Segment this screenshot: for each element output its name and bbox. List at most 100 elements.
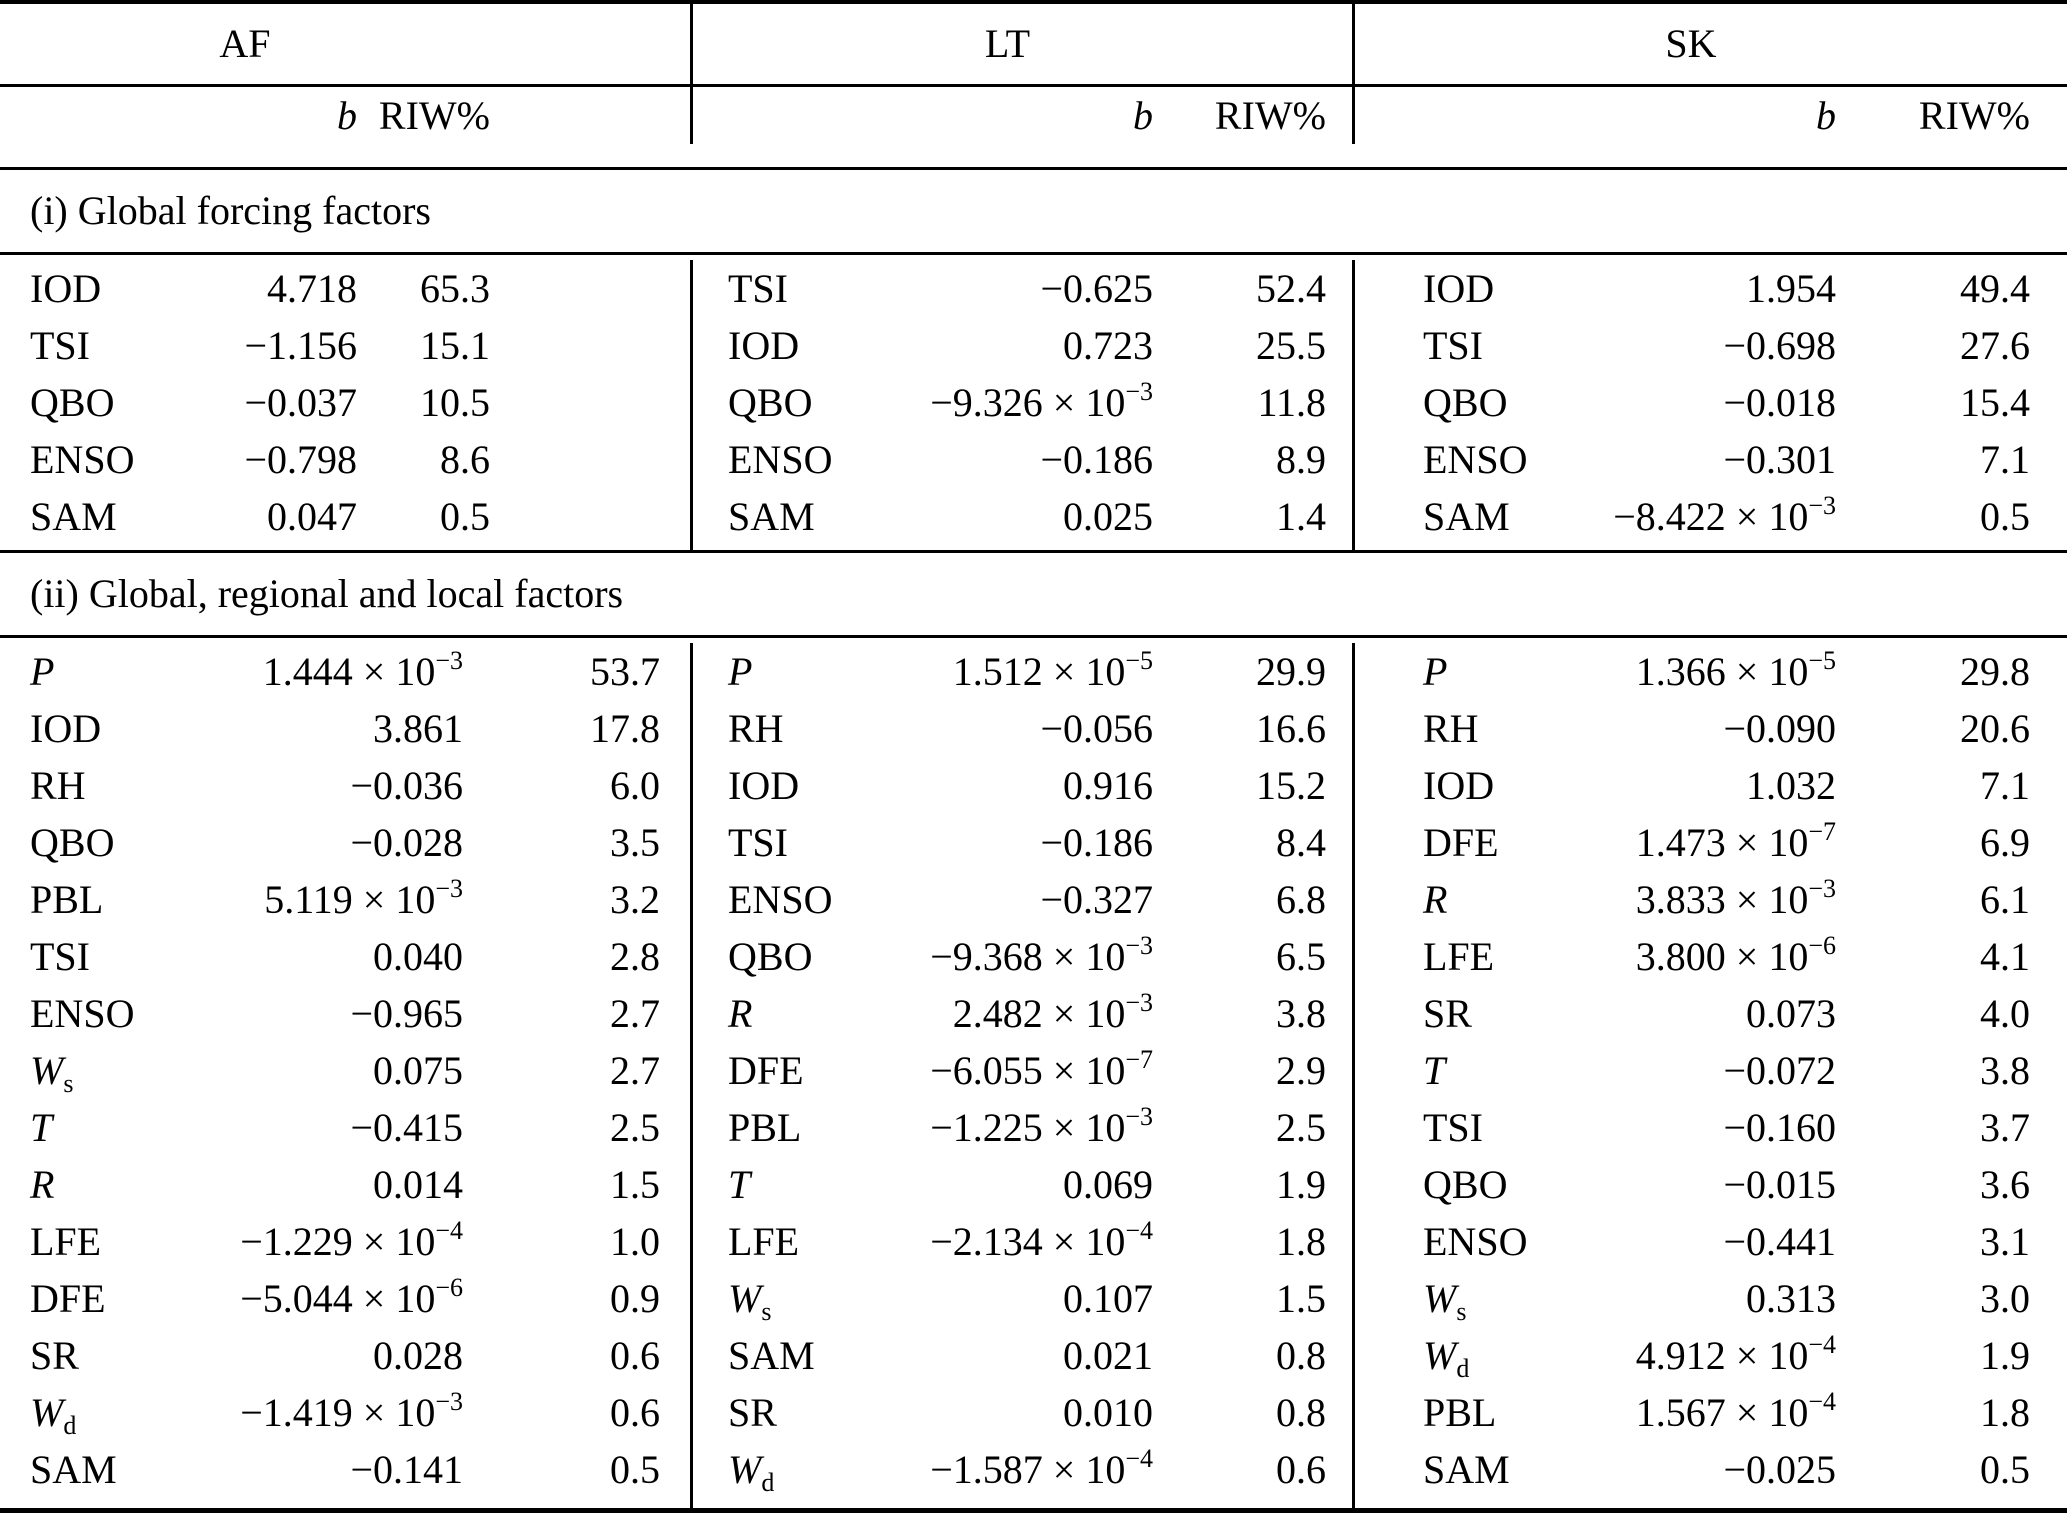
- factor-label: DFE: [728, 1048, 804, 1093]
- riw-value: 2.5: [610, 1105, 660, 1150]
- riw-value: 4.1: [1980, 934, 2030, 979]
- riw-value: 1.8: [1276, 1219, 1326, 1264]
- riw-value: 29.8: [1960, 649, 2030, 694]
- riw-value: 0.8: [1276, 1333, 1326, 1378]
- table-row: LFE 3.800 × 10−6 4.1: [1355, 928, 2067, 985]
- b-value: −0.018: [1723, 380, 1836, 425]
- factor-label: TSI: [30, 323, 90, 368]
- table-row: IOD 4.718 65.3: [0, 260, 690, 317]
- b-value: 0.069: [1063, 1162, 1153, 1207]
- b-value: 0.025: [1063, 494, 1153, 539]
- subheader-spacer: [1423, 87, 1535, 144]
- factor-label: SAM: [728, 1333, 815, 1378]
- b-value: 3.800 × 10−6: [1635, 931, 1836, 980]
- table-row: SAM −0.141 0.5: [0, 1441, 690, 1498]
- table-top-rule: [0, 0, 2067, 4]
- factor-label: SAM: [1423, 1447, 1510, 1492]
- riw-value: 3.8: [1980, 1048, 2030, 1093]
- table-row: TSI −0.698 27.6: [1355, 317, 2067, 374]
- table-row: Ws 0.107 1.5: [693, 1270, 1352, 1327]
- factor-label: Ws: [728, 1276, 772, 1326]
- riw-value: 15.2: [1256, 763, 1326, 808]
- table-rule: [0, 84, 2067, 87]
- table-row: DFE −6.055 × 10−7 2.9: [693, 1042, 1352, 1099]
- riw-value: 53.7: [590, 649, 660, 694]
- b-value: −0.415: [350, 1105, 463, 1150]
- b-value: 1.444 × 10−3: [262, 646, 463, 695]
- factor-label: IOD: [30, 266, 102, 311]
- table-row: ENSO −0.327 6.8: [693, 871, 1352, 928]
- factor-label: IOD: [1423, 763, 1495, 808]
- factor-label: DFE: [30, 1276, 106, 1321]
- subheader-spacer: [30, 87, 180, 144]
- table-row: PBL 1.567 × 10−4 1.8: [1355, 1384, 2067, 1441]
- table-row: RH −0.090 20.6: [1355, 700, 2067, 757]
- table-row: P 1.366 × 10−5 29.8: [1355, 643, 2067, 700]
- factor-label: ENSO: [30, 437, 135, 482]
- riw-value: 6.8: [1276, 877, 1326, 922]
- table-rule: [0, 252, 2067, 255]
- table-row: IOD 0.916 15.2: [693, 757, 1352, 814]
- riw-value: 1.8: [1980, 1390, 2030, 1435]
- factor-label: QBO: [30, 820, 115, 865]
- data-column-sk: P 1.366 × 10−5 29.8 RH −0.090 20.6 IOD 1.032 7.1…: [1352, 643, 2067, 1508]
- riw-value: 0.6: [610, 1333, 660, 1378]
- factor-label: ENSO: [728, 877, 833, 922]
- table-row: SAM −8.422 × 10−3 0.5: [1355, 488, 2067, 545]
- b-value: −5.044 × 10−6: [240, 1273, 463, 1322]
- data-column-sk: IOD 1.954 49.4 TSI −0.698 27.6 QBO −0.018 15.4 EN…: [1352, 260, 2067, 550]
- b-value: −0.015: [1723, 1162, 1836, 1207]
- b-value: −0.072: [1723, 1048, 1836, 1093]
- riw-value: 1.9: [1276, 1162, 1326, 1207]
- factor-label: TSI: [30, 934, 90, 979]
- table-row: LFE −2.134 × 10−4 1.8: [693, 1213, 1352, 1270]
- data-column-lt: TSI −0.625 52.4 IOD 0.723 25.5 QBO −9.326 × 10−…: [690, 260, 1352, 550]
- factor-label: ENSO: [728, 437, 833, 482]
- factor-label: P: [30, 649, 55, 694]
- table-row: R 3.833 × 10−3 6.1: [1355, 871, 2067, 928]
- riw-value: 65.3: [420, 266, 490, 311]
- table-row: Wd 4.912 × 10−4 1.9: [1355, 1327, 2067, 1384]
- subheader-sk: b RIW%: [1352, 87, 2067, 144]
- riw-value: 3.1: [1980, 1219, 2030, 1264]
- factor-label: QBO: [30, 380, 115, 425]
- factor-label: Wd: [728, 1447, 775, 1497]
- data-column-af: P 1.444 × 10−3 53.7 IOD 3.861 17.8 RH −0.036 6.0…: [0, 643, 690, 1508]
- factor-label: RH: [728, 706, 784, 751]
- factor-label: Wd: [1423, 1333, 1470, 1383]
- factor-label: T: [30, 1105, 53, 1150]
- column-subheader-row: b RIW% b RIW% b RIW%: [0, 87, 2067, 167]
- factor-label: IOD: [728, 763, 800, 808]
- table-row: R 0.014 1.5: [0, 1156, 690, 1213]
- b-value: 4.718: [267, 266, 357, 311]
- table-row: IOD 3.861 17.8: [0, 700, 690, 757]
- riw-value: 25.5: [1256, 323, 1326, 368]
- factor-label: LFE: [30, 1219, 102, 1264]
- b-value: 0.313: [1746, 1276, 1836, 1321]
- factor-label: IOD: [30, 706, 102, 751]
- b-value: −0.327: [1040, 877, 1153, 922]
- table-row: ENSO −0.301 7.1: [1355, 431, 2067, 488]
- riw-value: 3.5: [610, 820, 660, 865]
- b-value: 0.916: [1063, 763, 1153, 808]
- factor-label: ENSO: [1423, 1219, 1528, 1264]
- factor-label: R: [728, 991, 753, 1036]
- table-row: QBO −9.368 × 10−3 6.5: [693, 928, 1352, 985]
- b-value: −0.056: [1040, 706, 1153, 751]
- table-row: T −0.072 3.8: [1355, 1042, 2067, 1099]
- riw-value: 0.5: [440, 494, 490, 539]
- b-value: 1.032: [1746, 763, 1836, 808]
- table-row: TSI −1.156 15.1: [0, 317, 690, 374]
- riw-value: 3.6: [1980, 1162, 2030, 1207]
- table-rule: [0, 550, 2067, 553]
- table-row: DFE −5.044 × 10−6 0.9: [0, 1270, 690, 1327]
- b-value: 0.075: [373, 1048, 463, 1093]
- riw-value: 3.2: [610, 877, 660, 922]
- riw-value: 17.8: [590, 706, 660, 751]
- factor-label: IOD: [728, 323, 800, 368]
- table-row: IOD 1.954 49.4: [1355, 260, 2067, 317]
- b-value: −0.798: [244, 437, 357, 482]
- riw-column-header: RIW%: [1214, 93, 1326, 138]
- factor-label: R: [1423, 877, 1448, 922]
- data-column-lt: P 1.512 × 10−5 29.9 RH −0.056 16.6 IOD 0.916 15.…: [690, 643, 1352, 1508]
